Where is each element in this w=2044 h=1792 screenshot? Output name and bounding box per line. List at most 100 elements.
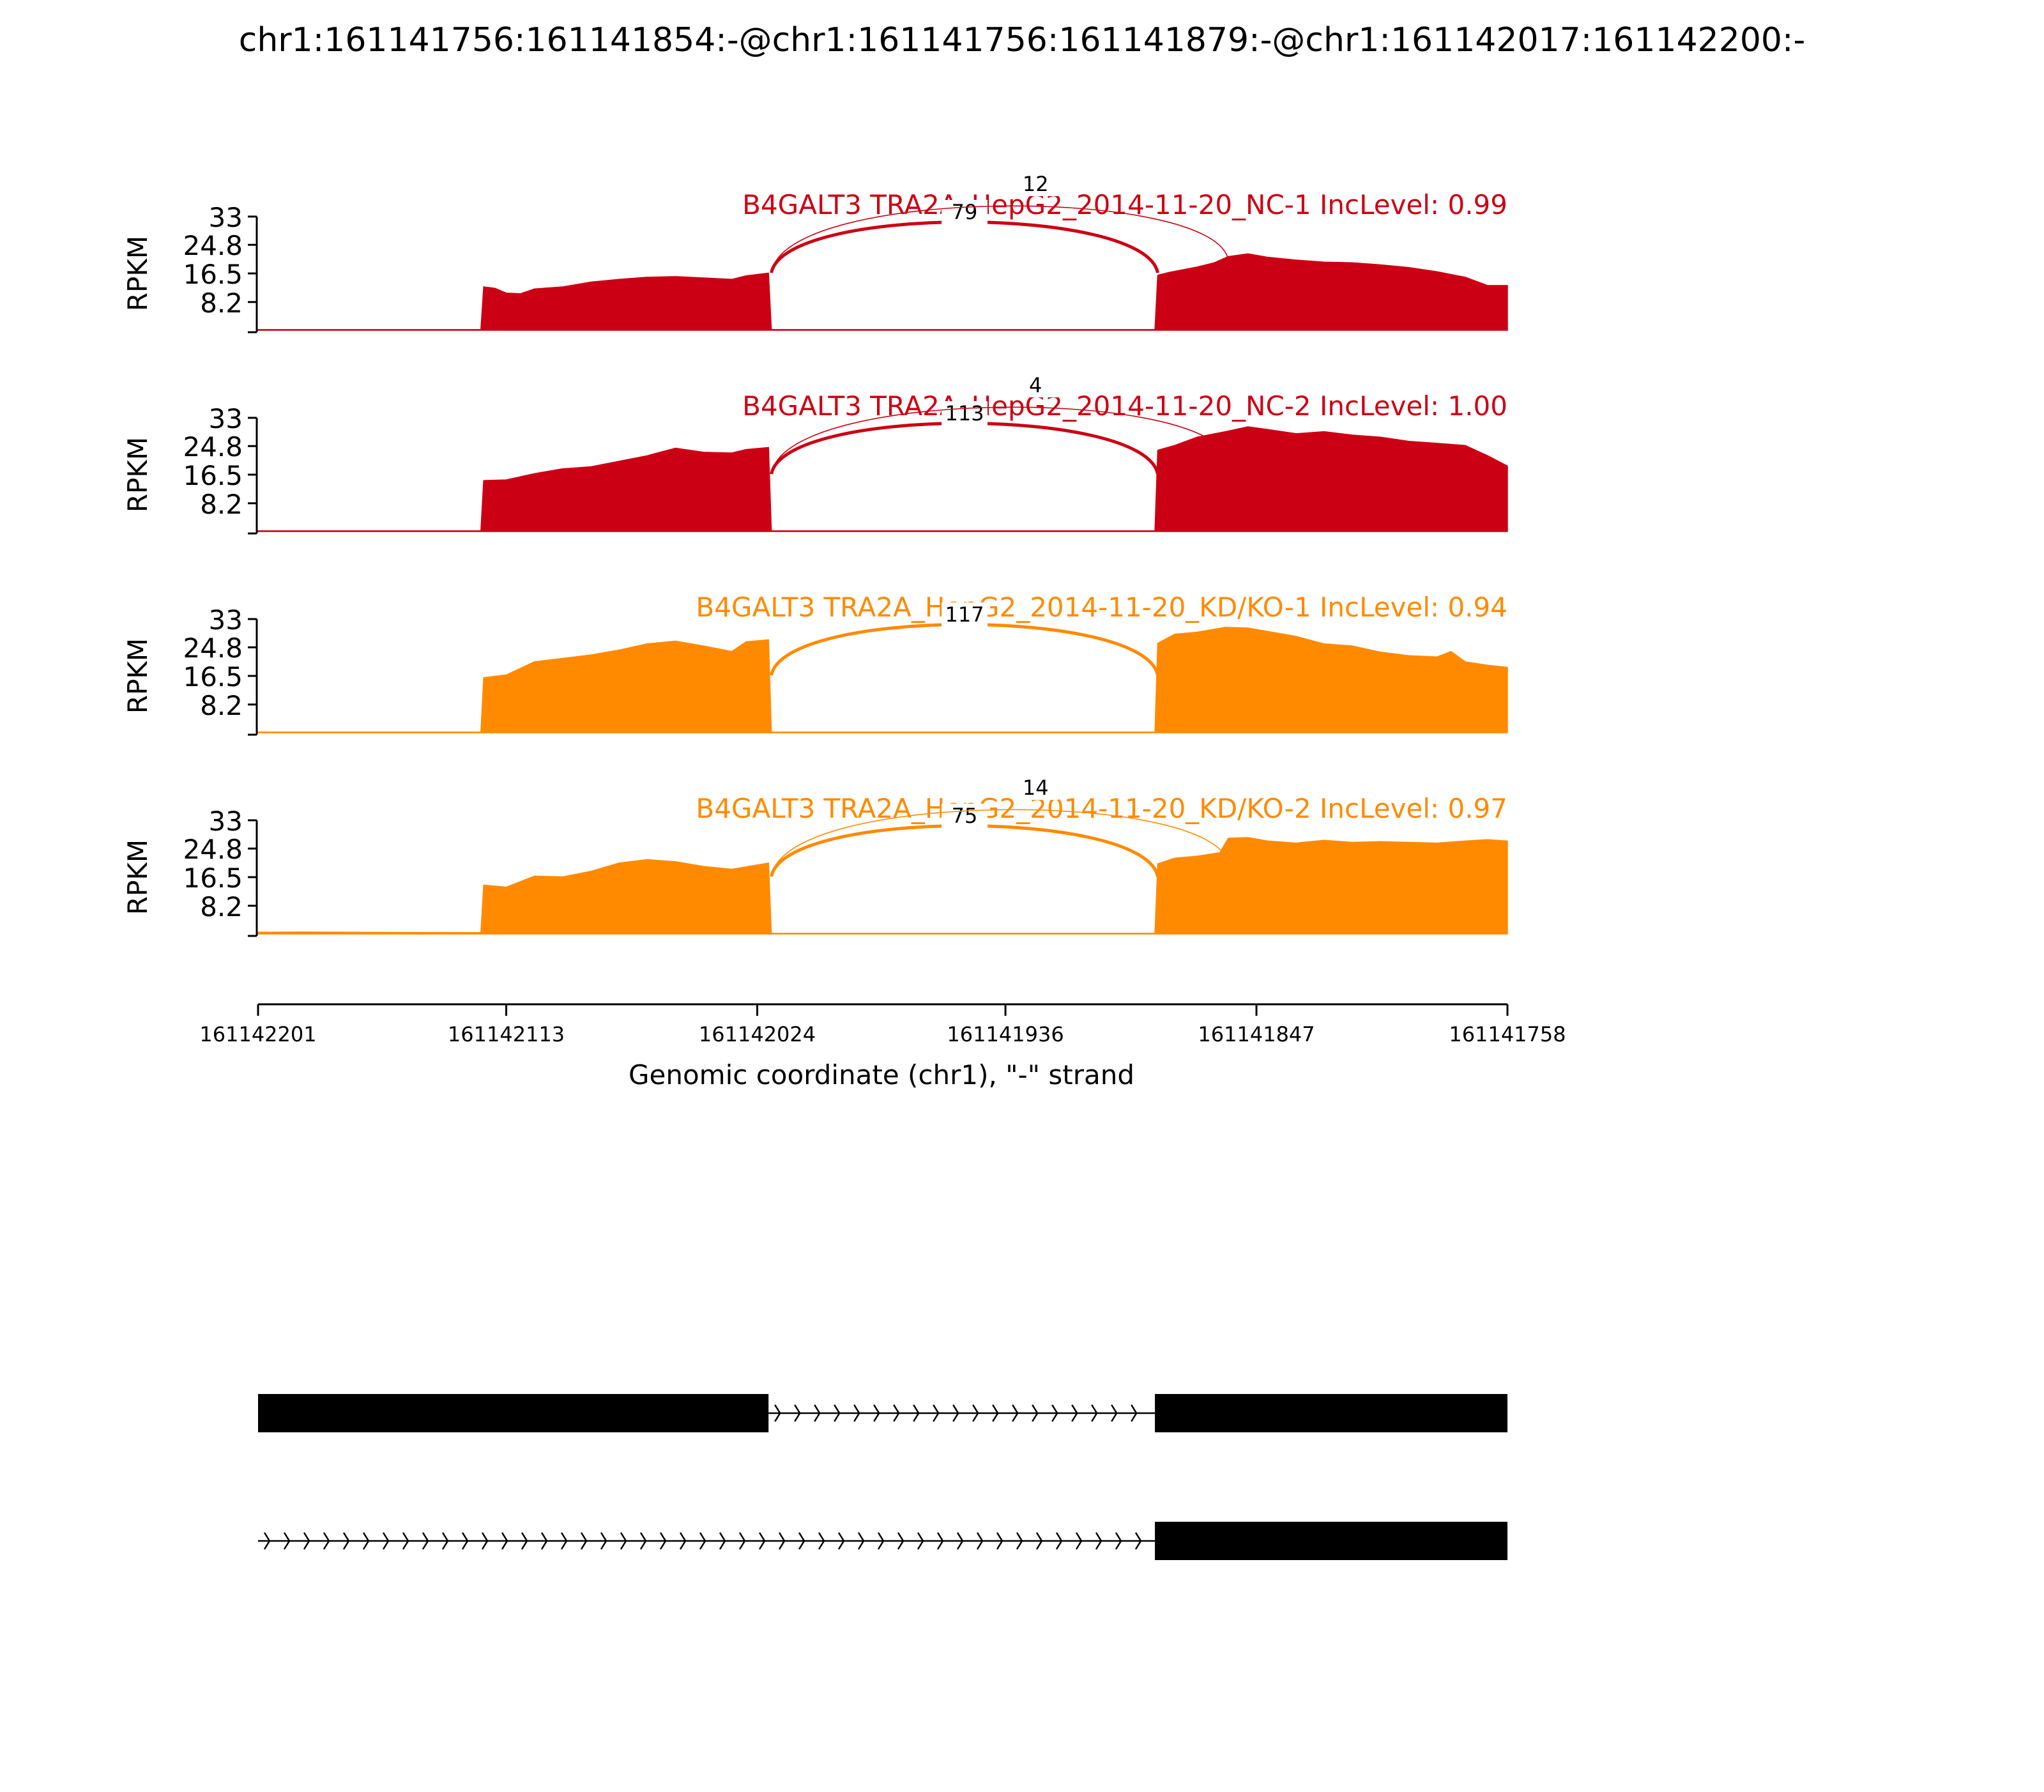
strand-arrow <box>620 1532 627 1550</box>
y-tick-label: 33 <box>209 202 243 233</box>
track-title: B4GALT3 TRA2A_HepG2_2014-11-20_KD/KO-1 I… <box>696 592 1507 623</box>
strand-arrow <box>600 1532 607 1550</box>
strand-arrow <box>774 1404 781 1422</box>
isoform-structures <box>258 1394 1507 1560</box>
strand-arrow <box>1012 1404 1019 1422</box>
strand-arrow <box>917 1532 924 1550</box>
junction-arc <box>770 406 1229 475</box>
strand-arrow <box>1051 1404 1058 1422</box>
strand-arrow <box>1071 1404 1078 1422</box>
strand-arrow <box>679 1532 687 1550</box>
exon-block <box>1155 1394 1507 1432</box>
junction-arc <box>770 422 1159 475</box>
strand-arrow <box>778 1532 786 1550</box>
junction-label-bg <box>1012 172 1059 196</box>
junction-arc <box>770 205 1229 273</box>
strand-arrow <box>1055 1532 1063 1550</box>
strand-arrow <box>1111 1404 1118 1422</box>
strand-arrow <box>818 1532 825 1550</box>
strand-arrow <box>877 1532 885 1550</box>
strand-arrow <box>853 1404 860 1422</box>
x-tick-label: 161142201 <box>199 1022 316 1046</box>
y-axis-label: RPKM <box>122 638 153 714</box>
strand-arrow <box>1095 1532 1102 1550</box>
strand-arrow <box>933 1404 940 1422</box>
junction-label-bg <box>1012 776 1059 800</box>
strand-arrow <box>834 1404 841 1422</box>
junction-label: 4 <box>1029 373 1042 397</box>
exon-block <box>258 1394 769 1432</box>
strand-arrow <box>837 1532 845 1550</box>
x-tick-label: 161142024 <box>699 1022 816 1046</box>
junction-label: 75 <box>952 804 978 828</box>
strand-arrow <box>956 1532 964 1550</box>
x-axis: 161142201 161142113 161142024 161141936 1611… <box>199 1003 1566 1046</box>
strand-arrow <box>873 1404 880 1422</box>
exon-block <box>1155 1522 1507 1560</box>
strand-arrow <box>402 1532 409 1550</box>
strand-arrow <box>441 1532 449 1550</box>
strand-arrow <box>758 1532 766 1550</box>
junction-label-bg <box>942 804 988 828</box>
coverage-area <box>257 627 1508 733</box>
coverage-area <box>257 253 1508 331</box>
strand-arrow <box>857 1532 865 1550</box>
junction-label-bg <box>1012 373 1059 397</box>
junction-label: 117 <box>945 602 984 627</box>
junction-label: 14 <box>1023 776 1049 800</box>
y-tick-label: 33 <box>209 806 243 837</box>
strand-arrow <box>362 1532 370 1550</box>
x-tick-label: 161141847 <box>1198 1022 1315 1046</box>
y-tick-label: 16.5 <box>183 460 243 491</box>
strand-arrow <box>560 1532 568 1550</box>
y-tick-label: 33 <box>209 604 243 636</box>
y-tick-label: 24.8 <box>183 230 243 261</box>
strand-arrow <box>794 1404 801 1422</box>
strand-arrow <box>893 1404 900 1422</box>
strand-arrow <box>521 1532 528 1550</box>
x-axis-label: Genomic coordinate (chr1), "-" strand <box>629 1059 1134 1091</box>
strand-arrow <box>992 1404 999 1422</box>
strand-arrow <box>501 1532 508 1550</box>
strand-arrow <box>1016 1532 1023 1550</box>
strand-arrow <box>382 1532 390 1550</box>
strand-arrow <box>1091 1404 1098 1422</box>
strand-arrow <box>1134 1532 1142 1550</box>
junction-arc <box>770 809 1229 877</box>
y-tick-label: 24.8 <box>183 834 243 865</box>
strand-arrow <box>1115 1532 1122 1550</box>
chart-title: chr1:161141756:161141854:-@chr1:16114175… <box>239 21 1806 59</box>
strand-arrow <box>913 1404 920 1422</box>
track-title: B4GALT3 TRA2A_HepG2_2014-11-20_NC-2 IncL… <box>742 390 1507 422</box>
junction-label-bg <box>942 602 988 627</box>
strand-arrow <box>481 1532 489 1550</box>
strand-arrow <box>897 1532 904 1550</box>
strand-arrow <box>952 1404 959 1422</box>
strand-arrow <box>996 1532 1003 1550</box>
strand-arrow <box>303 1532 310 1550</box>
x-tick-label: 161142113 <box>448 1022 565 1046</box>
y-tick-label: 8.2 <box>200 690 243 721</box>
junction-label: 113 <box>945 401 984 425</box>
strand-arrow <box>540 1532 548 1550</box>
strand-arrow <box>972 1404 979 1422</box>
track-title: B4GALT3 TRA2A_HepG2_2014-11-20_KD/KO-2 I… <box>696 793 1507 824</box>
strand-arrow <box>976 1532 984 1550</box>
strand-arrow <box>461 1532 469 1550</box>
strand-arrow <box>936 1532 944 1550</box>
y-tick-label: 8.2 <box>200 287 243 319</box>
strand-arrow <box>798 1532 805 1550</box>
junction-label-bg <box>942 200 988 224</box>
strand-arrow <box>659 1532 667 1550</box>
junction-label-bg <box>942 401 988 425</box>
isoform-1 <box>258 1394 1507 1432</box>
strand-arrow <box>1035 1532 1043 1550</box>
y-tick-label: 24.8 <box>183 431 243 463</box>
junction-label: 12 <box>1023 172 1049 196</box>
